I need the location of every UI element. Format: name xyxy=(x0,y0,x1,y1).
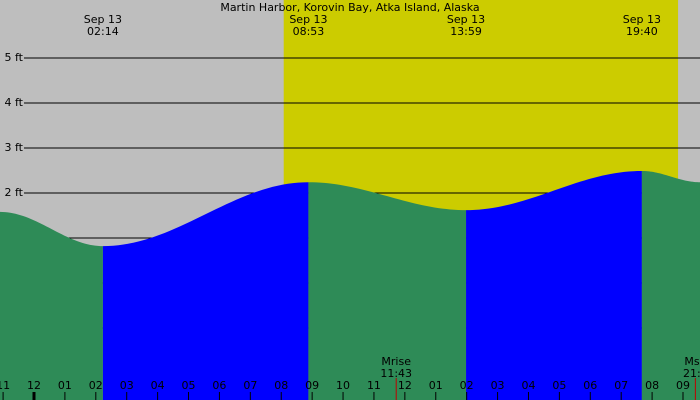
x-tick-label: 12 xyxy=(398,379,412,392)
extreme-date: Sep 13 xyxy=(289,13,327,26)
y-tick-label: 2 ft xyxy=(5,186,24,199)
chart-title: Martin Harbor, Korovin Bay, Atka Island,… xyxy=(220,1,479,14)
x-tick-label: 09 xyxy=(676,379,690,392)
x-tick-label: 06 xyxy=(583,379,597,392)
extreme-date: Sep 13 xyxy=(84,13,122,26)
x-tick-label: 04 xyxy=(521,379,535,392)
x-tick-label: 05 xyxy=(552,379,566,392)
x-tick-label: 12 xyxy=(27,379,41,392)
x-tick-label: 11 xyxy=(0,379,10,392)
x-tick-label: 11 xyxy=(367,379,381,392)
extreme-time: 19:40 xyxy=(626,25,658,38)
moon-time: 21:2 xyxy=(683,367,700,380)
x-tick-label: 01 xyxy=(429,379,443,392)
x-tick-label: 04 xyxy=(151,379,165,392)
x-tick-label: 07 xyxy=(614,379,628,392)
x-tick-label: 05 xyxy=(182,379,196,392)
y-tick-label: 3 ft xyxy=(5,141,24,154)
extreme-time: 13:59 xyxy=(450,25,482,38)
tide-segment xyxy=(102,182,309,400)
x-tick-label: 03 xyxy=(491,379,505,392)
x-tick-label: 09 xyxy=(305,379,319,392)
x-tick-label: 06 xyxy=(212,379,226,392)
tide-segment xyxy=(641,170,700,400)
y-tick-label: 5 ft xyxy=(5,51,24,64)
x-tick-label: 10 xyxy=(336,379,350,392)
moon-label: Mse xyxy=(684,355,700,368)
x-tick-label: 03 xyxy=(120,379,134,392)
tide-segment xyxy=(0,211,103,400)
tide-segment xyxy=(308,182,467,400)
moon-label: Mrise xyxy=(381,355,411,368)
x-tick-label: 08 xyxy=(274,379,288,392)
x-tick-label: 02 xyxy=(460,379,474,392)
extreme-date: Sep 13 xyxy=(447,13,485,26)
extreme-date: Sep 13 xyxy=(623,13,661,26)
y-tick-label: 4 ft xyxy=(5,96,24,109)
tide-segment xyxy=(466,170,642,400)
x-tick-label: 01 xyxy=(58,379,72,392)
x-tick-label: 07 xyxy=(243,379,257,392)
x-tick-label: 02 xyxy=(89,379,103,392)
extreme-time: 02:14 xyxy=(87,25,119,38)
moon-time: 11:43 xyxy=(380,367,412,380)
x-tick-label: 08 xyxy=(645,379,659,392)
extreme-time: 08:53 xyxy=(293,25,325,38)
